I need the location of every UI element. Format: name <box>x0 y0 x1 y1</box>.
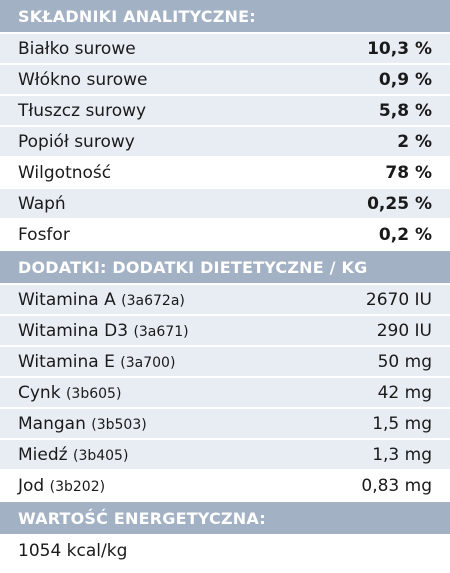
additive-code: (3b605) <box>65 385 122 402</box>
additive-code: (3b503) <box>91 416 147 433</box>
additive-code: (3a671) <box>133 323 189 340</box>
energy-header: WARTOŚĆ ENERGETYCZNA: <box>0 502 450 536</box>
additives-table: Witamina A (3a672a) 2670 IU Witamina D3 … <box>0 285 450 502</box>
table-row: Włókno surowe 0,9 % <box>0 65 450 96</box>
row-value: 0,83 mg <box>361 475 432 496</box>
additive-code: (3a700) <box>120 354 176 371</box>
table-row: Białko surowe 10,3 % <box>0 34 450 65</box>
table-row: Miedź (3b405) 1,3 mg <box>0 440 450 471</box>
row-label-group: Mangan (3b503) <box>18 414 147 434</box>
analytical-table: Białko surowe 10,3 % Włókno surowe 0,9 %… <box>0 34 450 251</box>
row-value: 1,5 mg <box>372 413 432 434</box>
table-row: Witamina A (3a672a) 2670 IU <box>0 285 450 316</box>
row-value: 290 IU <box>376 320 432 341</box>
row-label: Tłuszcz surowy <box>18 100 147 121</box>
row-label: Miedź <box>18 444 68 465</box>
row-label: Fosfor <box>18 224 70 245</box>
additive-code: (3b202) <box>49 478 106 495</box>
row-label-group: Cynk (3b605) <box>18 383 121 403</box>
additive-code: (3a672a) <box>121 292 185 309</box>
row-label: Białko surowe <box>18 38 136 59</box>
row-value: 5,8 % <box>378 100 432 121</box>
row-value: 50 mg <box>377 351 432 372</box>
row-label: Jod <box>18 475 45 496</box>
row-value: 0,9 % <box>378 69 432 90</box>
row-label: Popiół surowy <box>18 131 135 152</box>
table-row: Tłuszcz surowy 5,8 % <box>0 96 450 127</box>
table-row: Cynk (3b605) 42 mg <box>0 378 450 409</box>
row-label: Cynk <box>18 382 61 403</box>
row-label: Witamina A <box>18 289 116 310</box>
row-label-group: Witamina D3 (3a671) <box>18 321 189 341</box>
row-value: 2670 IU <box>365 289 432 310</box>
row-value: 78 % <box>385 162 432 183</box>
row-value: 0,2 % <box>378 224 432 245</box>
row-label-group: Jod (3b202) <box>18 476 105 496</box>
row-label: Włókno surowe <box>18 69 148 90</box>
table-row: Witamina D3 (3a671) 290 IU <box>0 316 450 347</box>
row-value: 42 mg <box>377 382 432 403</box>
table-row: Wapń 0,25 % <box>0 189 450 220</box>
table-row: Popiół surowy 2 % <box>0 127 450 158</box>
additives-header: DODATKI: DODATKI DIETETYCZNE / KG <box>0 251 450 285</box>
row-value: 1,3 mg <box>372 444 432 465</box>
row-label-group: Miedź (3b405) <box>18 445 128 465</box>
table-row: Fosfor 0,2 % <box>0 220 450 251</box>
row-label-group: Witamina A (3a672a) <box>18 290 185 310</box>
row-label: Witamina D3 <box>18 320 129 341</box>
row-value: 0,25 % <box>367 193 432 214</box>
row-label-group: Witamina E (3a700) <box>18 352 175 372</box>
row-value: 10,3 % <box>367 38 432 59</box>
row-label: Wilgotność <box>18 162 112 183</box>
row-label: Witamina E <box>18 351 115 372</box>
row-label: Mangan <box>18 413 86 434</box>
energy-value: 1054 kcal/kg <box>18 541 128 561</box>
table-row: Wilgotność 78 % <box>0 158 450 189</box>
table-row: Jod (3b202) 0,83 mg <box>0 471 450 502</box>
additive-code: (3b405) <box>72 447 129 464</box>
table-row: Mangan (3b503) 1,5 mg <box>0 409 450 440</box>
table-row: Witamina E (3a700) 50 mg <box>0 347 450 378</box>
row-label: Wapń <box>18 193 66 214</box>
row-value: 2 % <box>397 131 432 152</box>
analytical-header: SKŁADNIKI ANALITYCZNE: <box>0 0 450 34</box>
